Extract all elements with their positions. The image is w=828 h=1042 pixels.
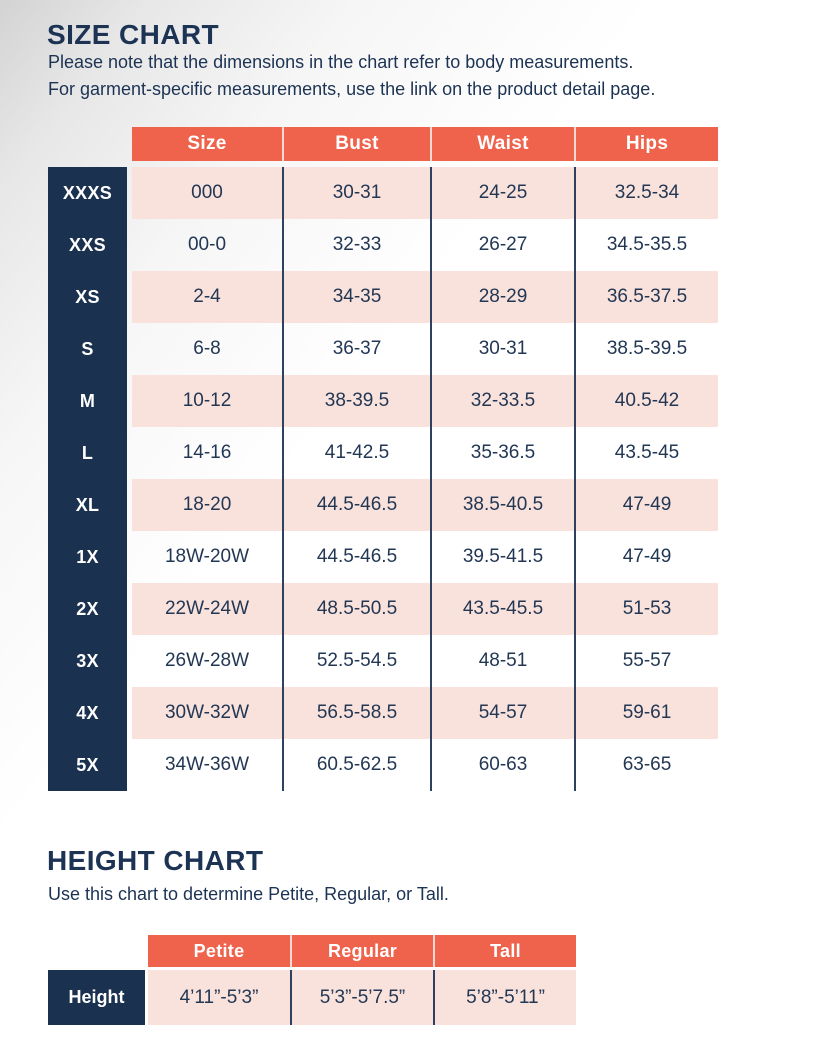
column-header-regular: Regular (290, 935, 433, 967)
row-label-1x: 1X (48, 531, 127, 583)
height-chart-subtitle: Use this chart to determine Petite, Regu… (48, 884, 449, 904)
cell-xxs-hips: 34.5-35.5 (574, 219, 718, 271)
cell-4x-waist: 54-57 (430, 687, 574, 739)
row-label-5x: 5X (48, 739, 127, 791)
row-label-xxxs: XXXS (48, 167, 127, 219)
size-chart-table: Size Bust Waist Hips XXXS 000 30-31 24-25 32.5-3… (48, 127, 718, 791)
cell-s-bust: 36-37 (282, 323, 430, 375)
cell-3x-hips: 55-57 (574, 635, 718, 687)
column-header-hips: Hips (574, 127, 718, 161)
size-chart-title: SIZE CHART (47, 19, 219, 50)
row-label-s: S (48, 323, 127, 375)
cell-xxxs-size: 000 (132, 167, 282, 219)
cell-xs-hips: 36.5-37.5 (574, 271, 718, 323)
cell-xl-waist: 38.5-40.5 (430, 479, 574, 531)
height-chart-title: HEIGHT CHART (47, 845, 264, 876)
row-label-2x: 2X (48, 583, 127, 635)
cell-5x-bust: 60.5-62.5 (282, 739, 430, 791)
cell-xxs-waist: 26-27 (430, 219, 574, 271)
column-header-waist: Waist (430, 127, 574, 161)
cell-xs-bust: 34-35 (282, 271, 430, 323)
cell-xxs-bust: 32-33 (282, 219, 430, 271)
cell-m-waist: 32-33.5 (430, 375, 574, 427)
cell-2x-waist: 43.5-45.5 (430, 583, 574, 635)
cell-4x-hips: 59-61 (574, 687, 718, 739)
cell-2x-hips: 51-53 (574, 583, 718, 635)
cell-l-hips: 43.5-45 (574, 427, 718, 479)
cell-4x-size: 30W-32W (132, 687, 282, 739)
row-label-3x: 3X (48, 635, 127, 687)
cell-s-hips: 38.5-39.5 (574, 323, 718, 375)
cell-s-size: 6-8 (193, 338, 221, 359)
row-label-xl: XL (48, 479, 127, 531)
cell-3x-bust: 52.5-54.5 (282, 635, 430, 687)
cell-1x-size: 18W-20W (164, 546, 250, 567)
cell-xl-size: 18-20 (132, 479, 282, 531)
cell-4x-bust: 56.5-58.5 (282, 687, 430, 739)
cell-xl-bust: 44.5-46.5 (282, 479, 430, 531)
size-chart-subtitle-line1: Please note that the dimensions in the c… (48, 52, 634, 72)
size-chart-subtitle: Please note that the dimensions in the c… (48, 49, 655, 103)
cell-height-regular: 5’3”-5’7.5” (290, 970, 433, 1025)
row-label-4x: 4X (48, 687, 127, 739)
cell-m-bust: 38-39.5 (282, 375, 430, 427)
column-header-bust: Bust (282, 127, 430, 161)
cell-3x-waist: 48-51 (430, 635, 574, 687)
cell-xs-size: 2-4 (132, 271, 282, 323)
row-label-xs: XS (48, 271, 127, 323)
cell-5x-size: 34W-36W (164, 754, 250, 775)
row-label-m: M (48, 375, 127, 427)
cell-xxxs-waist: 24-25 (430, 167, 574, 219)
cell-3x-size: 26W-28W (164, 650, 250, 671)
cell-l-size: 14-16 (182, 442, 232, 463)
row-label-l: L (48, 427, 127, 479)
cell-l-bust: 41-42.5 (282, 427, 430, 479)
cell-1x-bust: 44.5-46.5 (282, 531, 430, 583)
cell-xxxs-bust: 30-31 (282, 167, 430, 219)
height-chart-table: Petite Regular Tall Height 4’11”-5’3” 5’… (48, 935, 576, 1025)
cell-1x-hips: 47-49 (574, 531, 718, 583)
cell-xxxs-hips: 32.5-34 (574, 167, 718, 219)
cell-height-petite: 4’11”-5’3” (148, 970, 290, 1025)
row-label-height: Height (48, 970, 145, 1025)
cell-2x-size: 22W-24W (132, 583, 282, 635)
column-header-size: Size (132, 127, 282, 161)
size-chart-subtitle-line2: For garment-specific measurements, use t… (48, 79, 656, 99)
column-header-petite: Petite (148, 935, 290, 967)
cell-5x-waist: 60-63 (430, 739, 574, 791)
cell-height-tall: 5’8”-5’11” (433, 970, 576, 1025)
cell-5x-hips: 63-65 (574, 739, 718, 791)
cell-xs-waist: 28-29 (430, 271, 574, 323)
cell-2x-bust: 48.5-50.5 (282, 583, 430, 635)
row-label-xxs: XXS (48, 219, 127, 271)
cell-m-hips: 40.5-42 (574, 375, 718, 427)
cell-1x-waist: 39.5-41.5 (430, 531, 574, 583)
cell-xxs-size: 00-0 (187, 234, 227, 255)
cell-l-waist: 35-36.5 (430, 427, 574, 479)
column-header-tall: Tall (433, 935, 576, 967)
cell-m-size: 10-12 (132, 375, 282, 427)
cell-s-waist: 30-31 (430, 323, 574, 375)
cell-xl-hips: 47-49 (574, 479, 718, 531)
